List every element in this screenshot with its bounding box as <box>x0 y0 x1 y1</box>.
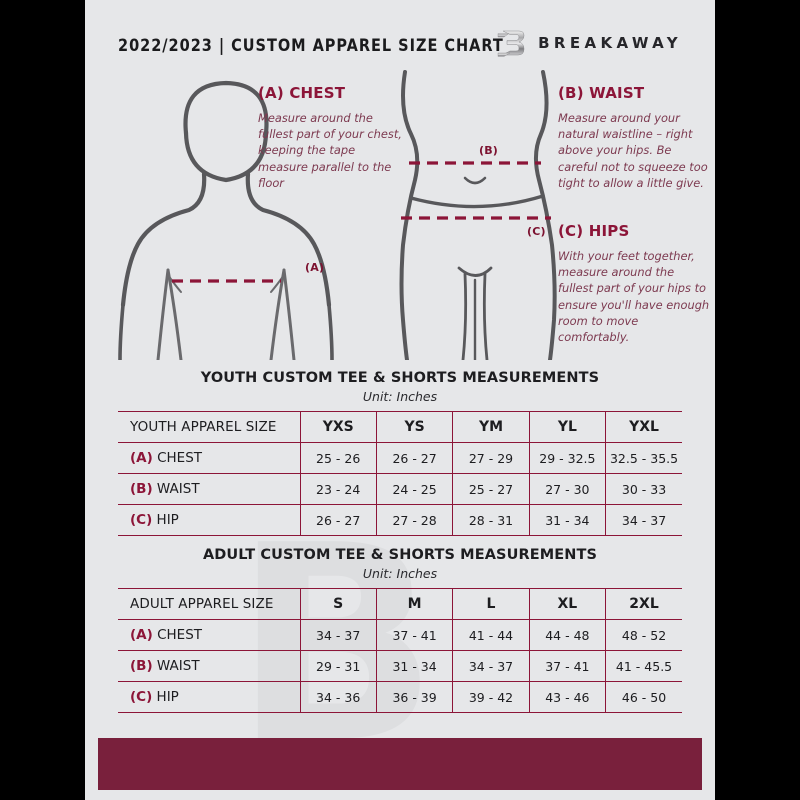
table-cell: 34 - 37 <box>605 504 682 536</box>
waist-measure-label: (B) <box>479 144 499 157</box>
youth-row-label: (B) WAIST <box>118 473 301 505</box>
hips-measure-label: (C) <box>527 225 546 238</box>
brand-lockup: BREAKAWAY <box>497 28 682 58</box>
description-hips-text: With your feet together, measure around … <box>558 249 710 344</box>
youth-row-label: (C) HIP <box>118 504 301 536</box>
description-hips-title: (C) HIPS <box>558 222 630 240</box>
adult-column-header: 2XL <box>605 588 682 620</box>
description-waist-title: (B) WAIST <box>558 84 645 102</box>
table-cell: 27 - 28 <box>375 504 454 536</box>
youth-table-title: YOUTH CUSTOM TEE & SHORTS MEASUREMENTS <box>200 370 600 386</box>
body-illustrations: (A) <box>85 70 715 360</box>
description-chest-title: (A) CHEST <box>258 84 346 102</box>
torso-illustration <box>118 80 334 360</box>
adult-table-unit: Unit: Inches <box>362 566 438 581</box>
table-cell: 37 - 41 <box>375 619 454 651</box>
youth-row-header-label: YOUTH APPAREL SIZE <box>118 411 301 443</box>
adult-header-row: ADULT APPAREL SIZE S M L XL 2XL <box>118 588 682 620</box>
chest-measure-label: (A) <box>305 261 325 274</box>
page-title: 2022/2023 | CUSTOM APPAREL SIZE CHART <box>118 35 504 55</box>
table-cell: 48 - 52 <box>605 619 682 651</box>
measure-tag: (B) <box>130 481 153 497</box>
description-chest: (A) CHEST Measure around the fullest par… <box>258 84 408 191</box>
table-cell: 44 - 48 <box>528 619 607 651</box>
adult-column-header: XL <box>528 588 607 620</box>
youth-row-label: (A) CHEST <box>118 442 301 474</box>
table-cell: 27 - 30 <box>528 473 607 505</box>
table-cell: 26 - 27 <box>299 504 377 536</box>
youth-table-body: YOUTH APPAREL SIZE YXS YS YM YL YXL (A) CHEST 2… <box>118 411 682 536</box>
adult-column-header: S <box>299 588 377 620</box>
table-cell: 24 - 25 <box>375 473 454 505</box>
page-header: 2022/2023 | CUSTOM APPAREL SIZE CHART <box>118 28 682 62</box>
youth-size-table: YOUTH APPAREL SIZE YXS YS YM YL YXL (A) CHEST 2… <box>118 411 682 536</box>
table-cell: 29 - 31 <box>299 650 377 682</box>
measure-tag: (B) <box>130 658 153 674</box>
table-cell: 34 - 36 <box>299 681 377 713</box>
table-cell: 41 - 45.5 <box>605 650 682 682</box>
adult-size-table: ADULT APPAREL SIZE S M L XL 2XL (A) CHEST 34 - … <box>118 588 682 713</box>
footer-bar <box>98 738 702 790</box>
table-cell: 31 - 34 <box>375 650 454 682</box>
measure-tag: (A) <box>130 450 153 466</box>
table-cell: 46 - 50 <box>605 681 682 713</box>
navel-mark <box>463 176 487 185</box>
description-waist-text: Measure around your natural waistline – … <box>558 111 708 190</box>
youth-column-header: YXS <box>299 411 377 443</box>
table-row: (A) CHEST 25 - 26 26 - 27 27 - 29 29 - 32.5 3… <box>118 442 682 474</box>
measure-tag: (A) <box>130 627 153 643</box>
adult-measurements-section: ADULT CUSTOM TEE & SHORTS MEASUREMENTS U… <box>118 547 682 713</box>
table-row: (A) CHEST 34 - 37 37 - 41 41 - 44 44 - 48 48 … <box>118 619 682 651</box>
table-cell: 25 - 27 <box>452 473 530 505</box>
chart-card: B 2022/2023 | CUSTOM APPAREL SIZE CHART <box>85 0 715 800</box>
table-cell: 25 - 26 <box>299 442 377 474</box>
adult-row-label: (A) CHEST <box>118 619 301 651</box>
adult-table-title: ADULT CUSTOM TEE & SHORTS MEASUREMENTS <box>202 547 598 563</box>
measure-tag: (C) <box>130 512 153 528</box>
table-cell: 29 - 32.5 <box>528 442 607 474</box>
table-cell: 27 - 29 <box>452 442 530 474</box>
table-cell: 43 - 46 <box>528 681 607 713</box>
table-row: (B) WAIST 23 - 24 24 - 25 25 - 27 27 - 30 30 … <box>118 473 682 505</box>
table-cell: 28 - 31 <box>452 504 530 536</box>
youth-column-header: YM <box>452 411 530 443</box>
youth-measurements-section: YOUTH CUSTOM TEE & SHORTS MEASUREMENTS U… <box>118 370 682 536</box>
table-cell: 34 - 37 <box>299 619 377 651</box>
hips-illustration <box>399 70 557 360</box>
adult-column-header: M <box>375 588 454 620</box>
description-waist: (B) WAIST Measure around your natural wa… <box>558 84 708 191</box>
table-row: (C) HIP 26 - 27 27 - 28 28 - 31 31 - 34 34 - … <box>118 504 682 536</box>
description-chest-text: Measure around the fullest part of your … <box>258 111 402 190</box>
youth-column-header: YXL <box>605 411 682 443</box>
table-cell: 34 - 37 <box>452 650 530 682</box>
table-cell: 41 - 44 <box>452 619 530 651</box>
table-row: (C) HIP 34 - 36 36 - 39 39 - 42 43 - 46 46 - … <box>118 681 682 713</box>
description-hips: (C) HIPS With your feet together, measur… <box>558 222 710 345</box>
table-cell: 37 - 41 <box>528 650 607 682</box>
adult-column-header: L <box>452 588 530 620</box>
table-row: (B) WAIST 29 - 31 31 - 34 34 - 37 37 - 41 41 … <box>118 650 682 682</box>
table-cell: 36 - 39 <box>375 681 454 713</box>
table-cell: 30 - 33 <box>605 473 682 505</box>
youth-column-header: YS <box>375 411 454 443</box>
adult-table-body: ADULT APPAREL SIZE S M L XL 2XL (A) CHEST 34 - … <box>118 588 682 713</box>
youth-header-row: YOUTH APPAREL SIZE YXS YS YM YL YXL <box>118 411 682 443</box>
youth-column-header: YL <box>528 411 607 443</box>
adult-row-label: (B) WAIST <box>118 650 301 682</box>
table-cell: 39 - 42 <box>452 681 530 713</box>
youth-table-unit: Unit: Inches <box>362 389 438 404</box>
table-cell: 26 - 27 <box>375 442 454 474</box>
table-cell: 31 - 34 <box>528 504 607 536</box>
brand-name: BREAKAWAY <box>538 34 682 52</box>
adult-row-header-label: ADULT APPAREL SIZE <box>118 588 301 620</box>
breakaway-b-logo-icon <box>497 30 525 57</box>
measure-tag: (C) <box>130 689 153 705</box>
table-cell: 32.5 - 35.5 <box>605 442 682 474</box>
adult-row-label: (C) HIP <box>118 681 301 713</box>
table-cell: 23 - 24 <box>299 473 377 505</box>
